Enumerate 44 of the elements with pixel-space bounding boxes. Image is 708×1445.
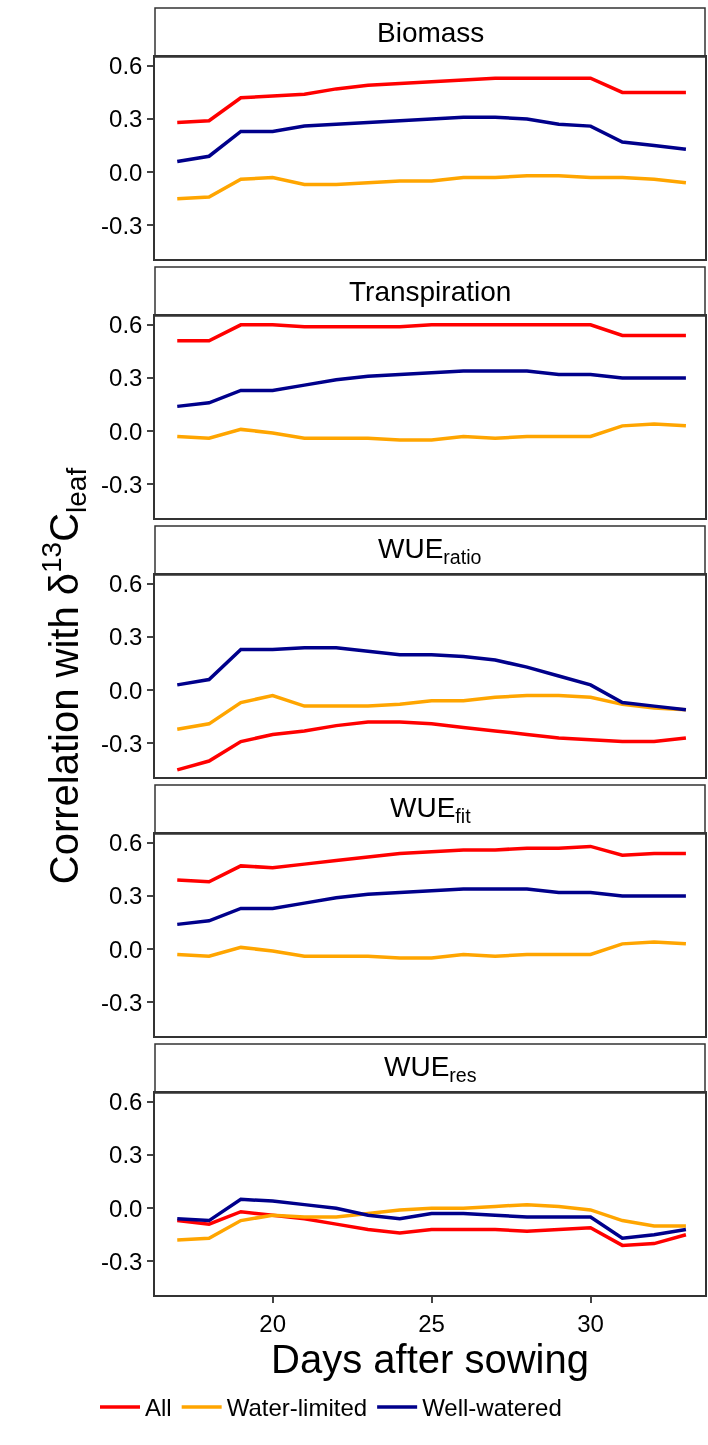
line-series [175,323,688,343]
y-tick-label: 0.6 [109,829,143,857]
y-tick-label: 0.0 [109,935,143,963]
y-tick-label: 0.3 [109,364,143,392]
chart-title: Biomass [377,17,485,48]
line-series [175,422,688,442]
x-tick-label: 25 [418,1309,445,1337]
y-tick-label: 0.6 [109,311,143,339]
y-tick-label: 0.3 [109,105,143,133]
line-series [175,76,688,125]
chart-title: WUE$_{fit}$ [390,792,472,827]
y-tick-label: -0.3 [101,1247,143,1275]
line-series [175,369,688,409]
y-tick-label: -0.3 [101,470,143,498]
line-series [175,645,688,712]
y-tick-label: -0.3 [101,211,143,239]
line-series [175,173,688,201]
line-series [175,115,688,164]
line-series [175,844,688,884]
chart-title: Transpiration [349,276,512,307]
legend-label: Water-limited [226,1394,368,1422]
y-tick-label: 0.6 [109,570,143,598]
y-tick-label: 0.6 [109,1088,143,1116]
line-series [175,940,688,960]
y-tick-label: 0.6 [109,52,143,80]
y-tick-label: -0.3 [101,729,143,757]
y-tick-label: 0.3 [109,1141,143,1169]
y-tick-label: 0.0 [109,417,143,445]
y-tick-label: 0.3 [109,623,143,651]
y-tick-label: 0.0 [109,676,143,704]
legend-label: All [145,1394,172,1422]
y-tick-label: 0.0 [109,158,143,186]
line-series [175,720,688,772]
line-series [175,1209,688,1248]
x-axis-title: Days after sowing [271,1336,589,1381]
chart-title: WUE$_{res}$ [384,1051,477,1086]
y-tick-label: 0.0 [109,1194,143,1222]
legend-label: Well-watered [422,1394,562,1422]
chart-title: WUE$_{ratio}$ [378,533,482,568]
y-tick-label: 0.3 [109,882,143,910]
x-tick-label: 20 [259,1309,286,1337]
y-tick-label: -0.3 [101,988,143,1016]
line-series [175,887,688,927]
x-tick-label: 30 [577,1309,604,1337]
